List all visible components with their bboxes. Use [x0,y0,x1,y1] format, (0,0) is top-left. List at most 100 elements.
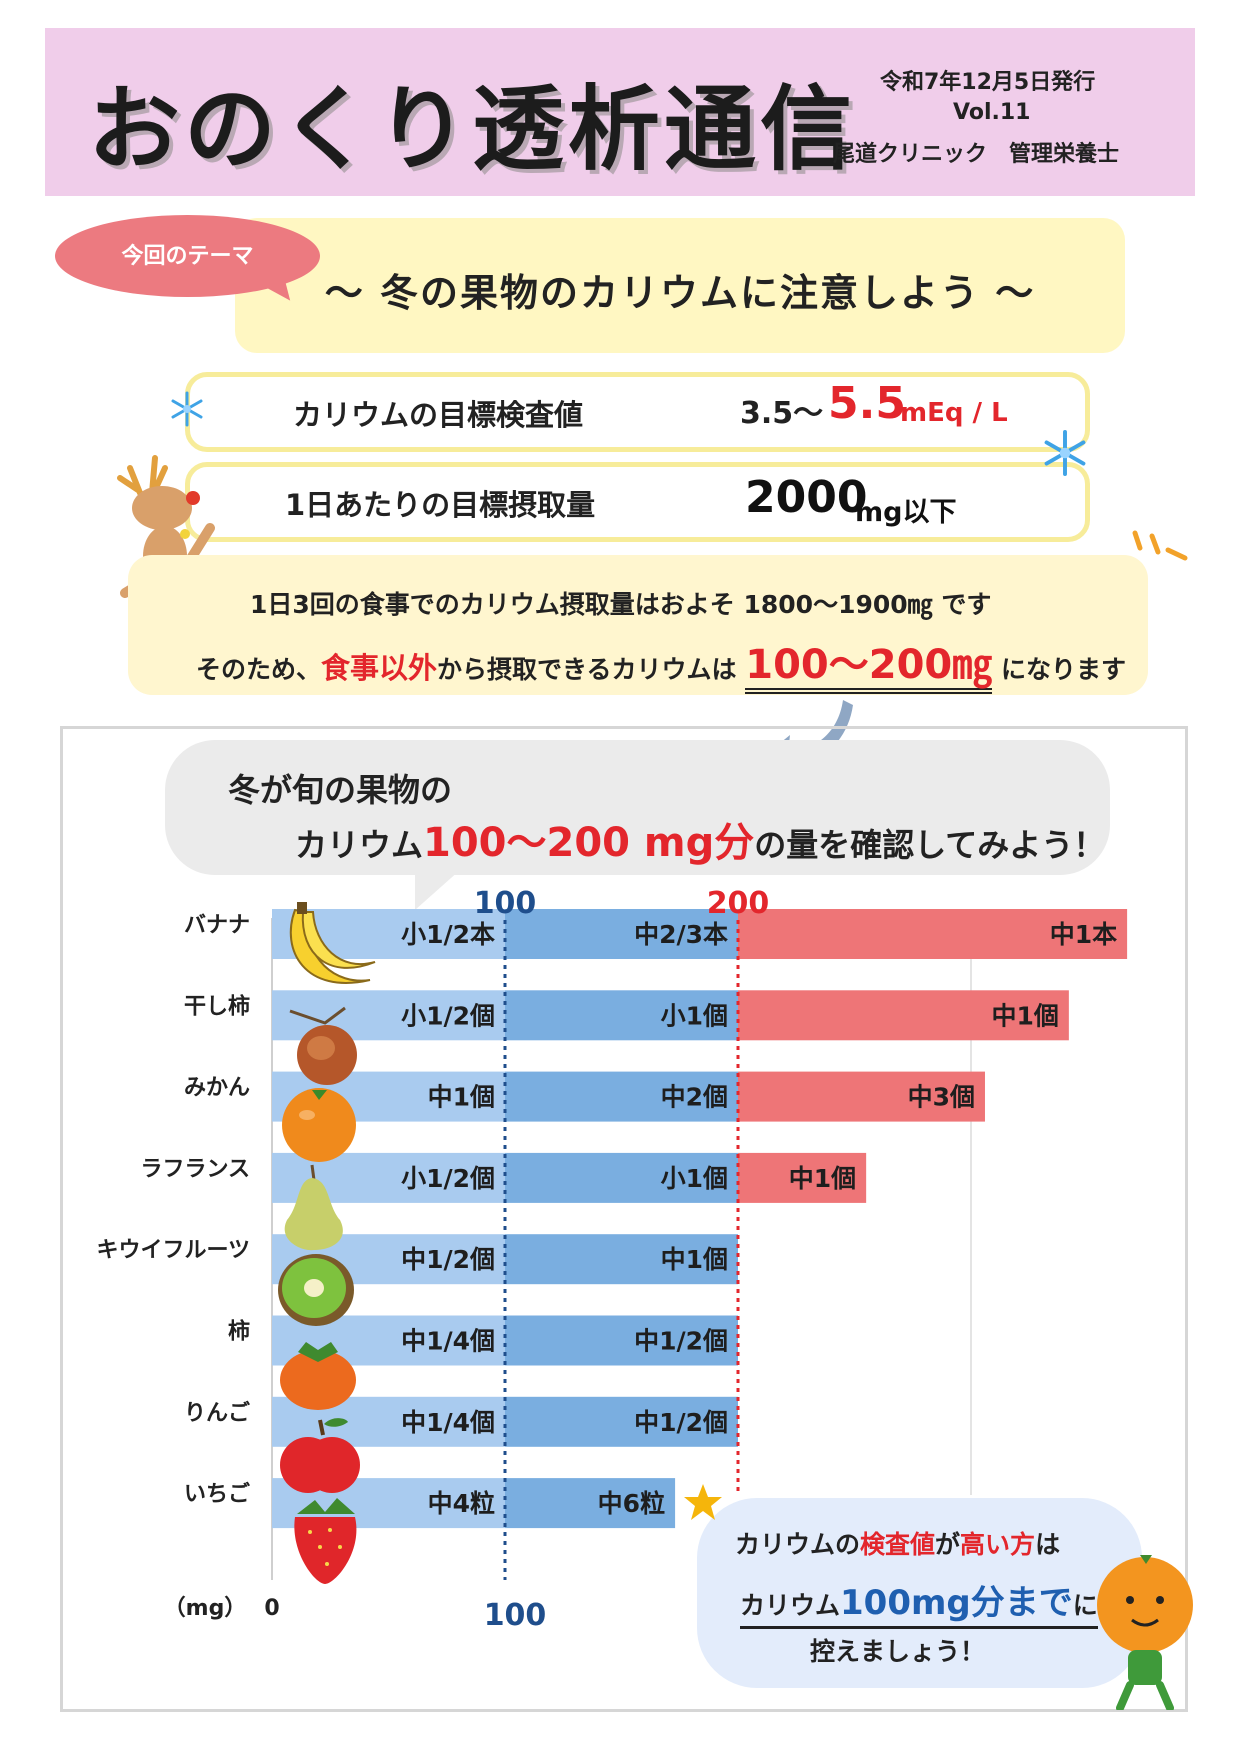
bar-label: 中1個 [661,1245,728,1274]
bar-label: 小1/2本 [401,920,495,949]
apple-icon [280,1418,360,1493]
info-text: になります [1000,655,1126,684]
note-line-2: カリウム100mg分までに [740,1575,1098,1629]
bar-label: 小1/2個 [401,1001,495,1030]
callout-line-1: 冬が旬の果物の [228,771,453,809]
info-line-1: 1日3回の食事でのカリウム摂取量はおよそ 1800～1900㎎ です [250,590,992,619]
chart-frame [60,726,1188,1712]
snowflake-icon [1044,429,1086,477]
persimmon-icon [280,1342,356,1410]
bar-label: 中1個 [428,1083,495,1112]
info-box [128,555,1148,695]
bar-label: 中1/2個 [634,1327,728,1356]
mikan-icon [282,1088,356,1162]
kiwi-icon [278,1254,354,1326]
note-text: に [1072,1591,1098,1620]
note-line-3: 控えましょう！ [810,1637,986,1666]
info-line-2: そのため、食事以外から摂取できるカリウムは 100～200㎎ になります [196,632,1126,694]
author-line: 尾道クリニック 管理栄養士 [833,142,1120,167]
bar-label: 中1個 [991,1001,1058,1030]
info-text: そのため、 [196,655,322,684]
bar-segment [505,1478,676,1529]
intake-value-unit: mg以下 [855,497,957,528]
target-label-lab: カリウムの目標検査値 [293,398,584,432]
issue-date: 令和7年12月5日発行 [880,70,1096,95]
mikan-character-icon [1097,1555,1193,1710]
header-banner [45,28,1195,196]
newsletter-title: おのくり透析通信 [88,76,857,183]
note-line-1: カリウムの検査値が高い方は [735,1525,1060,1561]
bar-label: 中6粒 [598,1489,665,1518]
target-row-intake [185,462,1090,542]
callout-tail [415,870,460,910]
unit-label: （mg） [164,1596,247,1621]
bar-label: 中1/4個 [401,1327,495,1356]
x-tick-label: 100 [484,1598,547,1633]
reference-label-100: 100 [474,886,537,921]
note-text: が [935,1530,961,1559]
bar-label: 中1/2個 [401,1245,495,1274]
theme-box [235,218,1125,353]
category-label: みかん [184,1076,250,1101]
bar-segment [505,909,738,959]
callout-line-2: カリウム100～200 mg分の量を確認してみよう！ [295,810,1105,868]
intake-value-main: 2000 [745,472,868,523]
bar-label: 中2/3本 [634,920,728,949]
strawberry-icon [294,1498,357,1584]
info-amount: 100～200㎎ [745,642,993,694]
category-label: ラフランス [140,1157,250,1182]
bar-segment [505,1396,738,1447]
category-label: 干し柿 [184,993,250,1019]
bar-segment [505,1152,738,1203]
callout-amount: 100～200 mg分 [423,820,755,866]
bar-segment [505,1315,738,1366]
theme-text: ～ 冬の果物のカリウムに注意しよう ～ [324,271,1036,315]
bar-label: 小1/2個 [401,1164,495,1193]
bar-label: 中1本 [1050,920,1117,949]
info-highlight: 食事以外 [321,651,438,685]
bar-segment [738,909,1128,959]
bar-label: 小1個 [661,1001,728,1030]
theme-label: 今回のテーマ [121,244,254,269]
note-text: カリウムの [735,1530,861,1559]
bar-segment [505,1071,738,1122]
bar-label: 小1個 [661,1164,728,1193]
x-tick-label: 0 [264,1596,279,1621]
bar-segment [505,990,738,1041]
snowflake-icon [171,391,203,427]
bar-label: 中1個 [789,1164,856,1193]
callout-text: の量を確認してみよう！ [754,826,1106,864]
category-label: 柿 [228,1319,250,1345]
bar-label: 中4粒 [428,1489,495,1518]
category-label: いちご [184,1481,250,1507]
advice-note [697,1498,1142,1688]
dried-persimmon-icon [289,1006,357,1085]
target-label-intake: 1日あたりの目標摂取量 [285,488,596,522]
chart-callout [165,740,1110,875]
category-label: りんご [184,1400,250,1426]
note-highlight: 検査値 [860,1530,936,1559]
target-value-unit: mEq / L [900,398,1008,428]
bar-label: 中2個 [661,1083,728,1112]
category-label: バナナ [184,913,250,938]
sparkle-icon [1132,530,1188,561]
reference-label-200: 200 [707,886,770,921]
note-text: は [1035,1530,1061,1559]
star-icon [684,1484,722,1520]
note-text: カリウム [740,1591,841,1620]
note-highlight: 高い方 [960,1530,1036,1559]
theme-bubble [55,215,320,297]
banana-icon [289,902,376,984]
target-row-lab-value [185,372,1090,452]
target-value-main: 5.5 [828,378,906,429]
volume-number: Vol.11 [953,100,1031,125]
bar-label: 中1/4個 [401,1408,495,1437]
note-amount: 100mg分まで [840,1583,1073,1623]
bar-segment [738,1152,867,1203]
info-text: から摂取できるカリウムは [437,655,737,684]
category-label: キウイフルーツ [96,1238,250,1263]
bar-label: 中1/2個 [634,1408,728,1437]
la-france-icon [284,1164,343,1251]
target-value-prefix: 3.5～ [740,396,824,431]
